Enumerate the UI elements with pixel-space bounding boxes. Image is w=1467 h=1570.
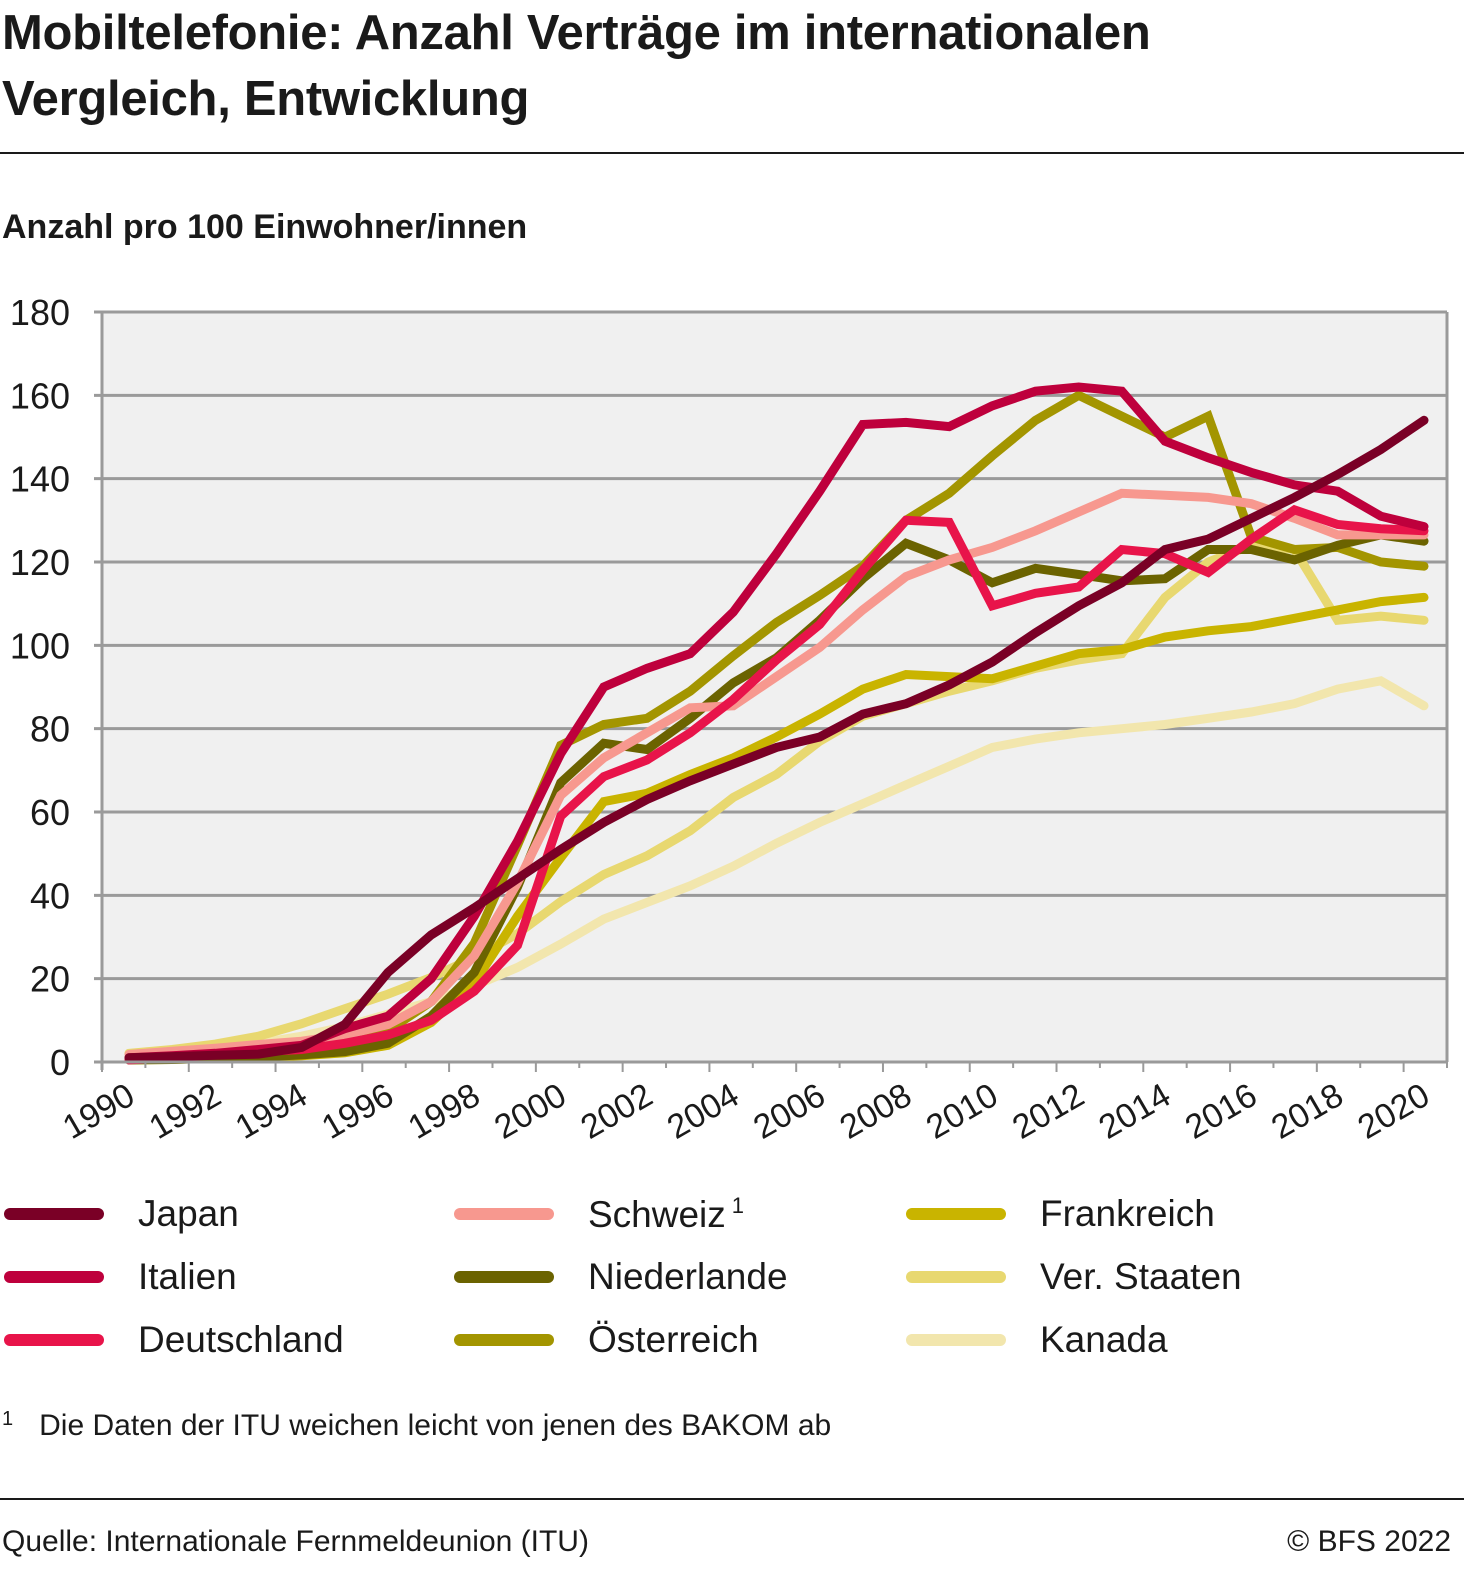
legend-item: Frankreich	[906, 1189, 1215, 1239]
y-tick-label: 120	[10, 542, 70, 583]
legend-label: Ver. Staaten	[1040, 1256, 1242, 1297]
x-tick-label: 1994	[229, 1076, 314, 1147]
chart-subtitle: Anzahl pro 100 Einwohner/innen	[2, 208, 528, 246]
legend-label: Kanada	[1040, 1319, 1168, 1360]
x-tick-label: 1996	[315, 1076, 400, 1147]
legend-label: Japan	[138, 1193, 239, 1234]
chart-title-line-1: Mobiltelefonie: Anzahl Verträge im inter…	[2, 6, 1151, 60]
legend-label: Deutschland	[138, 1319, 344, 1360]
series-line-deutschland	[124, 504, 1429, 1065]
footnote-mark: 1	[2, 1408, 14, 1430]
y-tick-label: 0	[50, 1042, 70, 1083]
x-tick-label: 1990	[56, 1076, 141, 1147]
x-tick-label: 1992	[143, 1076, 228, 1147]
y-tick-label: 40	[30, 875, 70, 916]
legend-swatch	[906, 1271, 1006, 1283]
legend-item: Japan	[4, 1189, 239, 1239]
x-tick-label: 2018	[1265, 1076, 1350, 1147]
legend-item: Österreich	[454, 1315, 759, 1365]
chart-title: Mobiltelefonie: Anzahl Verträge im inter…	[2, 0, 1452, 132]
legend-label: Österreich	[588, 1319, 759, 1360]
title-divider	[0, 152, 1464, 154]
legend-item: Niederlande	[454, 1252, 788, 1302]
x-tick-label: 2016	[1179, 1076, 1264, 1147]
legend-label: Niederlande	[588, 1256, 788, 1297]
legend-label: Frankreich	[1040, 1193, 1215, 1234]
x-tick-label: 2002	[574, 1076, 659, 1147]
legend-swatch	[906, 1334, 1006, 1346]
plot-area	[102, 312, 1447, 1062]
legend-label: Schweiz 1	[588, 1192, 745, 1235]
series-line-ver-staaten	[124, 540, 1429, 1058]
x-tick-label: 2008	[833, 1076, 918, 1147]
legend-item: Deutschland	[4, 1315, 344, 1365]
legend-item: Kanada	[906, 1315, 1168, 1365]
x-tick-label: 2000	[488, 1076, 573, 1147]
y-tick-label: 100	[10, 625, 70, 666]
x-tick-label: 2014	[1092, 1076, 1177, 1147]
legend-swatch	[4, 1271, 104, 1283]
legend-swatch	[4, 1208, 104, 1220]
legend-swatch	[454, 1208, 554, 1220]
source-note: Quelle: Internationale Fernmeldeunion (I…	[2, 1525, 589, 1558]
line-chart: 0 20 40 60 80 100 120 140 160 180 1990 1992 1994 1996…	[10, 292, 1449, 1147]
y-tick-label: 80	[30, 709, 70, 750]
legend-swatch	[906, 1208, 1006, 1220]
x-tick-label: 2012	[1006, 1076, 1091, 1147]
x-tick-label: 2006	[747, 1076, 832, 1147]
legend-label: Italien	[138, 1256, 237, 1297]
legend-item: Italien	[4, 1252, 237, 1302]
legend-footnote-mark: 1	[731, 1192, 745, 1218]
y-tick-label: 140	[10, 459, 70, 500]
legend-swatch	[4, 1334, 104, 1346]
x-tick-label: 2010	[920, 1076, 1005, 1147]
legend-item: Schweiz 1	[454, 1189, 744, 1239]
y-tick-label: 160	[10, 375, 70, 416]
x-tick-label: 1998	[402, 1076, 487, 1147]
x-tick-label: 2020	[1351, 1076, 1436, 1147]
footnote-text: Die Daten der ITU weichen leicht von jen…	[39, 1409, 832, 1442]
series-line-schweiz	[124, 488, 1429, 1059]
y-tick-label: 180	[10, 292, 70, 333]
legend-item: Ver. Staaten	[906, 1252, 1242, 1302]
chart-legend: Japan Italien Deutschland Schweiz 1 Niederlan…	[0, 1180, 1467, 1380]
footnote: 1 Die Daten der ITU weichen leicht von je…	[2, 1408, 831, 1443]
y-tick-label: 20	[30, 959, 70, 1000]
legend-swatch	[454, 1334, 554, 1346]
copyright: © BFS 2022	[1287, 1525, 1451, 1558]
chart-title-line-2: Vergleich, Entwicklung	[2, 72, 530, 126]
legend-swatch	[454, 1271, 554, 1283]
footer-divider	[0, 1498, 1464, 1500]
series-line-japan	[124, 415, 1429, 1063]
x-tick-label: 2004	[661, 1076, 746, 1147]
y-tick-label: 60	[30, 792, 70, 833]
